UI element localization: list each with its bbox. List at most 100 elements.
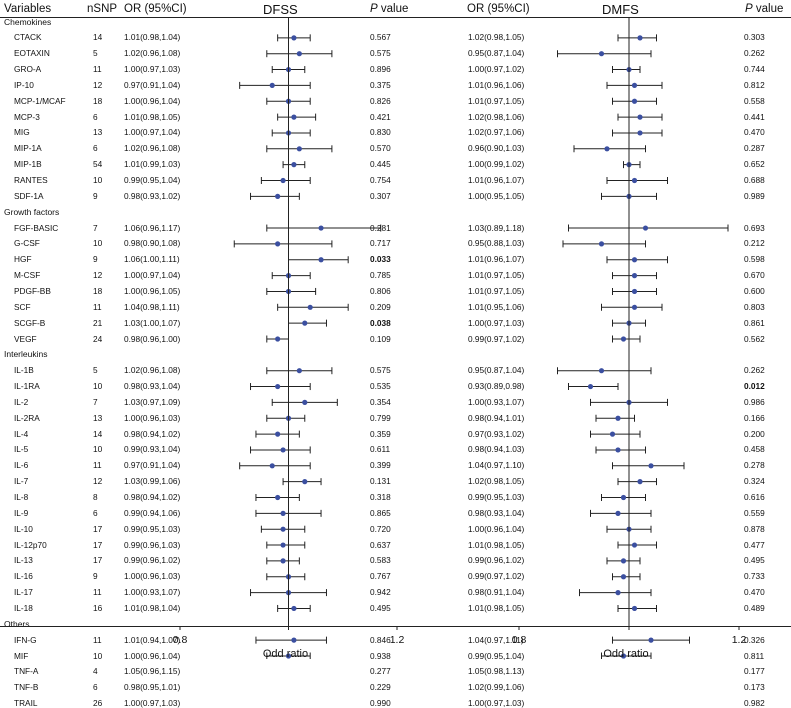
dmfs-p-value: 0.173: [744, 682, 765, 693]
dmfs-point: [620, 653, 627, 659]
dmfs-p-value: 0.811: [744, 650, 765, 661]
dmfs-or-ci: 0.98(0.94,1.01): [468, 412, 525, 423]
nsnp-value: 21: [93, 317, 103, 328]
dfss-p-value: 0.720: [370, 523, 391, 534]
nsnp-value: 10: [93, 381, 103, 392]
variable-name: G-CSF: [14, 238, 40, 249]
dmfs-point: [620, 574, 627, 580]
dfss-point: [302, 479, 308, 485]
dfss-point: [285, 653, 292, 659]
dmfs-or-ci: 1.04(0.97,1.10): [468, 460, 525, 471]
dmfs-or-ci: 1.01(0.98,1.05): [468, 602, 525, 613]
dfss-point: [280, 177, 286, 184]
dfss-p-value: 0.318: [370, 492, 391, 502]
dfss-point: [291, 114, 297, 120]
dmfs-p-value: 0.166: [744, 412, 765, 423]
dfss-or-ci: 1.04(0.98,1.11): [124, 301, 180, 312]
nsnp-value: 6: [93, 111, 98, 122]
dmfs-point: [631, 273, 638, 279]
dfss-p-value: 0.421: [370, 111, 391, 122]
dfss-or-ci: 1.00(0.96,1.05): [124, 285, 181, 296]
dmfs-point: [615, 415, 621, 421]
dfss-point: [318, 257, 324, 263]
variable-name: IL-1RA: [14, 381, 40, 392]
dfss-or-ci: 0.98(0.93,1.02): [124, 190, 181, 201]
dfss-p-value: 0.865: [370, 507, 391, 518]
dmfs-point: [648, 637, 654, 643]
nsnp-value: 18: [93, 285, 103, 296]
dmfs-p-value: 0.744: [744, 64, 765, 75]
header-p-dfss-letter: P: [370, 3, 378, 15]
dmfs-p-value: 0.278: [744, 460, 765, 471]
dmfs-p-value: 0.986: [744, 396, 765, 407]
dmfs-p-value: 0.558: [744, 95, 765, 106]
section-title: Others: [4, 618, 30, 629]
dfss-point: [275, 241, 281, 247]
nsnp-value: 5: [93, 48, 98, 59]
header-variables: Variables: [4, 3, 52, 15]
dfss-p-value: 0.583: [370, 555, 391, 566]
dmfs-p-value: 0.600: [744, 285, 765, 296]
variable-name: RANTES: [14, 175, 48, 185]
nsnp-value: 11: [93, 460, 102, 471]
dfss-p-value: 0.445: [370, 159, 391, 170]
nsnp-value: 13: [93, 412, 103, 423]
dmfs-or-ci: 0.95(0.87,1.04): [468, 365, 525, 376]
dmfs-p-value: 0.562: [744, 333, 765, 344]
variable-name: MIP-1B: [14, 159, 42, 170]
dmfs-point: [620, 558, 627, 564]
dmfs-point: [637, 479, 643, 485]
variable-name: IL-4: [14, 428, 29, 439]
variable-name: MIP-1A: [14, 143, 42, 154]
dfss-p-value: 0.942: [370, 587, 391, 598]
header-nsnp: nSNP: [87, 3, 118, 15]
nsnp-value: 12: [93, 476, 103, 487]
nsnp-value: 17: [93, 555, 103, 566]
dmfs-point: [615, 590, 621, 596]
dfss-point: [275, 431, 281, 437]
dfss-or-ci: 1.02(0.96,1.08): [124, 365, 181, 376]
dfss-p-value: 0.754: [370, 175, 391, 185]
variable-name: FGF-BASIC: [14, 222, 59, 233]
variable-name: IL-10: [14, 523, 33, 534]
dmfs-p-value: 0.733: [744, 571, 765, 582]
dfss-or-ci: 0.99(0.95,1.03): [124, 523, 181, 534]
variable-name: IL-16: [14, 571, 33, 582]
nsnp-value: 18: [93, 95, 103, 106]
dfss-point: [291, 162, 297, 168]
nsnp-value: 9: [93, 190, 98, 201]
dfss-point: [280, 510, 286, 516]
variable-name: EOTAXIN: [14, 48, 50, 59]
dmfs-or-ci: 1.00(0.97,1.03): [468, 698, 525, 708]
variable-name: VEGF: [14, 333, 37, 344]
header-p-dmfs-letter: P: [745, 3, 753, 15]
nsnp-value: 11: [93, 64, 102, 75]
dfss-p-value: 0.229: [370, 682, 391, 693]
dmfs-point: [615, 447, 621, 453]
variable-name: IL-7: [14, 476, 29, 487]
dfss-or-ci: 1.03(0.99,1.06): [124, 476, 181, 487]
dfss-p-value: 0.109: [370, 333, 391, 344]
variable-name: MCP-3: [14, 111, 40, 122]
dmfs-tick-label: 1.2: [732, 634, 747, 646]
dfss-or-ci: 1.01(0.98,1.04): [124, 602, 181, 613]
header-p-dfss: P value: [370, 3, 408, 16]
variable-name: IL-9: [14, 507, 29, 518]
variable-name: TRAIL: [14, 698, 38, 708]
dfss-point: [296, 146, 302, 152]
section-title: Interleukins: [4, 349, 48, 360]
dfss-p-value: 0.799: [370, 412, 391, 423]
dmfs-or-ci: 1.00(0.95,1.05): [468, 190, 525, 201]
dfss-point: [291, 35, 297, 41]
nsnp-value: 10: [93, 238, 103, 249]
variable-name: PDGF-BB: [14, 285, 51, 296]
dfss-or-ci: 0.98(0.90,1.08): [124, 238, 181, 249]
dfss-p-value: 0.938: [370, 650, 391, 661]
variable-name: SCGF-B: [14, 317, 46, 328]
dfss-point: [280, 526, 286, 532]
variable-name: IL-6: [14, 460, 29, 471]
dmfs-point: [637, 35, 643, 41]
dmfs-or-ci: 1.00(0.97,1.03): [468, 317, 525, 328]
dmfs-axis-label: Odd ratio: [603, 648, 648, 659]
dfss-p-value: 0.806: [370, 285, 391, 296]
